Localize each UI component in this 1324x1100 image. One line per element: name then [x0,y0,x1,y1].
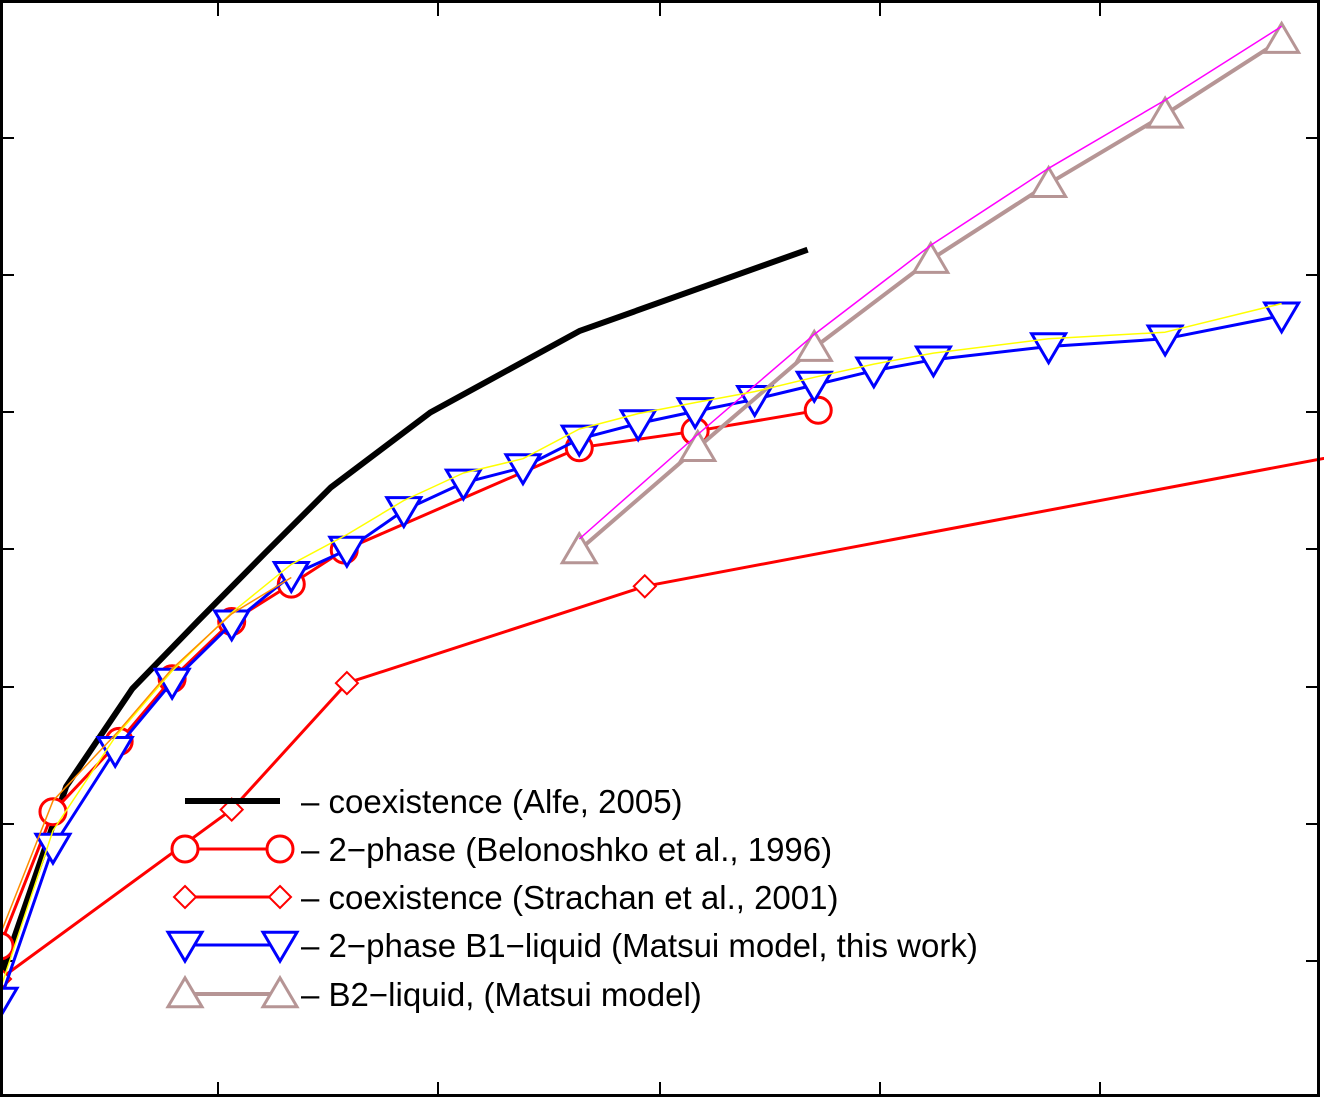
legend-marker-right-2 [267,884,293,910]
legend-entry-1: – 2−phase (Belonoshko et al., 1996) [170,831,832,868]
legend-marker-left-4 [165,974,205,1009]
legend-label-4: – B2−liquid, (Matsui model) [301,976,702,1013]
series-4-point-1 [678,428,718,462]
series-5 [578,25,1283,540]
series-4-point-5 [1145,95,1185,129]
series-2-point-3 [632,573,658,599]
series-3-point-6 [327,535,367,570]
series-1-point-0 [0,931,15,961]
series-6-line [0,302,1282,991]
series-3-point-0 [0,986,20,1021]
legend-label-1: – 2−phase (Belonoshko et al., 1996) [301,831,832,868]
series-3-point-19 [1262,301,1302,335]
series-3-point-4 [212,609,252,643]
series-7 [0,576,292,936]
legend-marker-right-3 [260,930,300,965]
legend-marker-right-4 [260,974,300,1009]
series-7-line [0,576,292,936]
series-3-point-5 [271,561,311,595]
series-6 [0,302,1282,991]
legend-entry-4: – B2−liquid, (Matsui model) [165,974,702,1013]
legend-label-3: – 2−phase B1−liquid (Matsui model, this … [301,927,978,964]
series-4-point-6 [1262,20,1302,54]
series-2-point-1 [219,797,245,823]
legend-label-2: – coexistence (Strachan et al., 2001) [301,879,838,916]
legend-marker-left-2 [172,884,198,910]
legend-marker-left-1 [170,834,200,864]
series-4-point-2 [794,328,834,362]
legend-entry-0: – coexistence (Alfe, 2005) [185,783,683,820]
series-4-point-3 [911,240,951,274]
series-3-point-15 [854,356,894,390]
legend: – coexistence (Alfe, 2005) – 2−phase (Bel… [165,783,978,1013]
series-4 [559,20,1302,565]
series-3-point-9 [503,453,543,487]
series-4-point-4 [1028,164,1069,198]
legend-marker-right-1 [265,834,295,864]
series-3-point-12 [675,397,715,431]
series-1-point-9 [803,395,833,425]
series-5-line [578,25,1283,540]
legend-marker-left-3 [165,930,205,965]
series-0 [0,246,809,980]
legend-entry-2: – coexistence (Strachan et al., 2001) [172,879,838,916]
series-3-point-17 [1028,332,1069,366]
series-0-line [0,246,809,980]
series-4-point-0 [559,530,599,565]
series-3-point-11 [618,409,658,443]
series-layer [0,20,1324,1021]
series-3-point-1 [33,832,73,867]
legend-label-0: – coexistence (Alfe, 2005) [301,783,683,820]
series-2-point-2 [334,670,360,696]
legend-entry-3: – 2−phase B1−liquid (Matsui model, this … [165,927,978,965]
